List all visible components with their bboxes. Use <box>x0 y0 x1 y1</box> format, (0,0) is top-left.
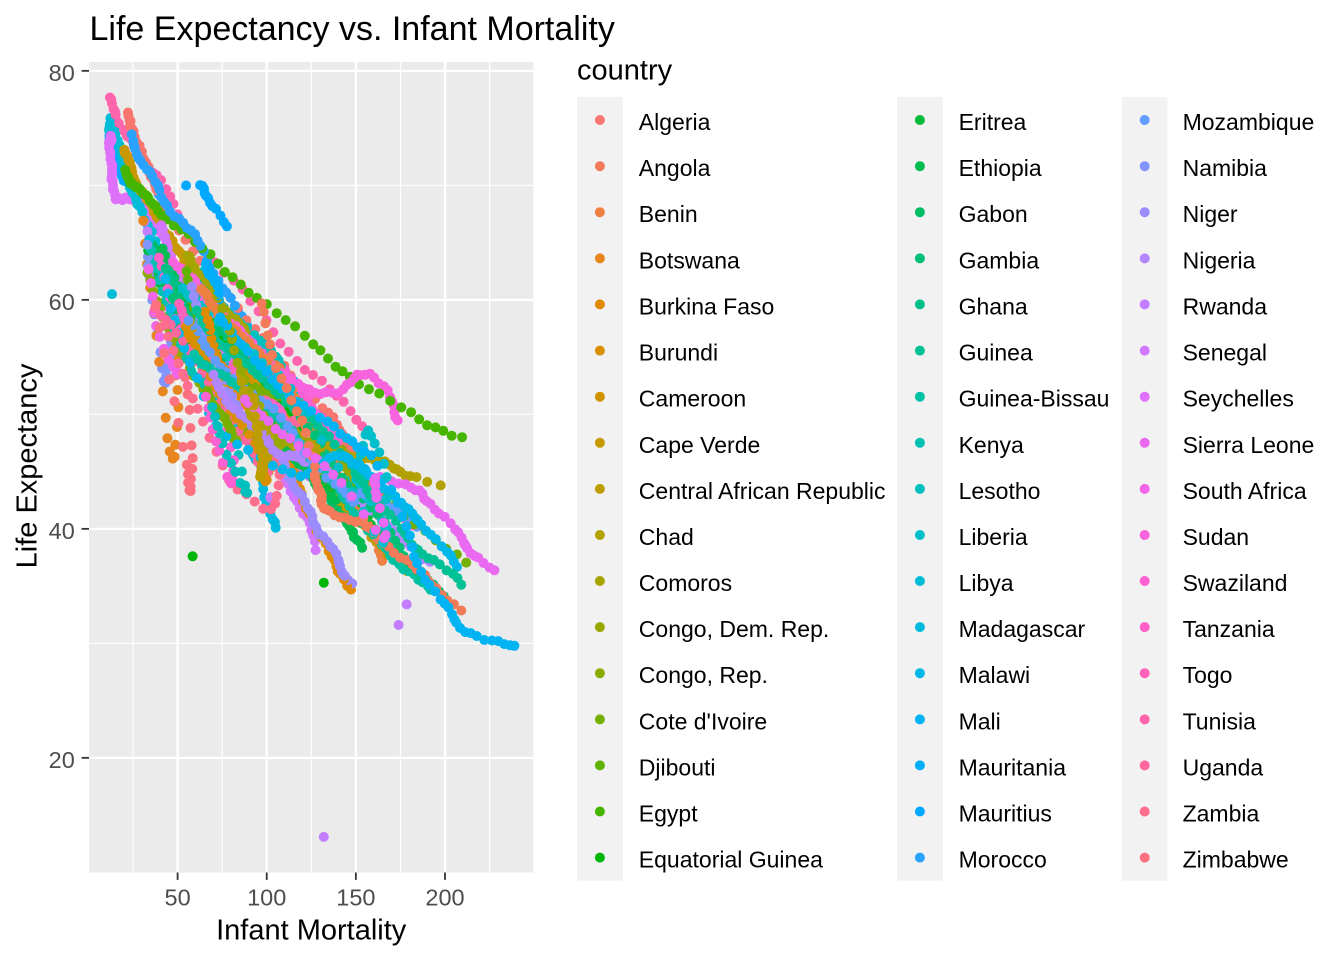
svg-text:Algeria: Algeria <box>639 109 711 135</box>
svg-text:Gambia: Gambia <box>959 247 1040 273</box>
svg-text:Mauritania: Mauritania <box>959 754 1067 780</box>
svg-text:Guinea: Guinea <box>959 340 1033 366</box>
svg-text:Life Expectancy: Life Expectancy <box>12 363 44 568</box>
svg-text:Nigeria: Nigeria <box>1183 247 1256 273</box>
svg-text:Madagascar: Madagascar <box>959 616 1086 642</box>
svg-text:Mauritius: Mauritius <box>959 801 1052 827</box>
svg-text:Burkina Faso: Burkina Faso <box>639 293 775 319</box>
svg-text:Kenya: Kenya <box>959 432 1024 458</box>
svg-text:Zambia: Zambia <box>1183 801 1260 827</box>
svg-text:Gabon: Gabon <box>959 201 1028 227</box>
svg-text:Botswana: Botswana <box>639 247 740 273</box>
svg-text:Senegal: Senegal <box>1183 340 1267 366</box>
svg-text:Ghana: Ghana <box>959 293 1028 319</box>
svg-text:Libya: Libya <box>959 570 1014 596</box>
svg-text:Sierra Leone: Sierra Leone <box>1183 432 1315 458</box>
svg-text:Egypt: Egypt <box>639 801 698 827</box>
svg-text:Sudan: Sudan <box>1183 524 1250 550</box>
svg-text:Comoros: Comoros <box>639 570 732 596</box>
svg-text:80: 80 <box>49 60 75 86</box>
svg-text:Tanzania: Tanzania <box>1183 616 1275 642</box>
svg-text:Burundi: Burundi <box>639 340 718 366</box>
svg-text:Angola: Angola <box>639 155 711 181</box>
svg-text:Cameroon: Cameroon <box>639 386 746 412</box>
svg-text:60: 60 <box>49 289 75 315</box>
svg-text:Congo, Dem. Rep.: Congo, Dem. Rep. <box>639 616 829 642</box>
svg-text:200: 200 <box>425 885 464 911</box>
svg-text:Equatorial Guinea: Equatorial Guinea <box>639 847 823 873</box>
svg-text:Congo, Rep.: Congo, Rep. <box>639 662 768 688</box>
svg-text:150: 150 <box>336 885 375 911</box>
svg-text:Cape Verde: Cape Verde <box>639 432 760 458</box>
svg-text:Djibouti: Djibouti <box>639 754 716 780</box>
svg-text:Liberia: Liberia <box>959 524 1028 550</box>
svg-text:Swaziland: Swaziland <box>1183 570 1288 596</box>
svg-text:Life Expectancy vs. Infant Mor: Life Expectancy vs. Infant Mortality <box>90 10 615 48</box>
svg-text:Chad: Chad <box>639 524 694 550</box>
svg-text:40: 40 <box>49 518 75 544</box>
svg-text:Rwanda: Rwanda <box>1183 293 1268 319</box>
svg-text:Seychelles: Seychelles <box>1183 386 1294 412</box>
svg-text:Namibia: Namibia <box>1183 155 1268 181</box>
svg-text:Lesotho: Lesotho <box>959 478 1041 504</box>
svg-text:Uganda: Uganda <box>1183 754 1264 780</box>
svg-text:Zimbabwe: Zimbabwe <box>1183 847 1289 873</box>
svg-text:Mali: Mali <box>959 708 1001 734</box>
svg-text:Tunisia: Tunisia <box>1183 708 1256 734</box>
svg-text:Togo: Togo <box>1183 662 1233 688</box>
svg-text:Morocco: Morocco <box>959 847 1047 873</box>
svg-text:Eritrea: Eritrea <box>959 109 1027 135</box>
svg-text:country: country <box>577 55 673 87</box>
svg-text:Mozambique: Mozambique <box>1183 109 1315 135</box>
svg-text:Central African Republic: Central African Republic <box>639 478 886 504</box>
svg-text:Cote d'Ivoire: Cote d'Ivoire <box>639 708 767 734</box>
svg-text:Infant Mortality: Infant Mortality <box>216 914 407 946</box>
svg-text:South Africa: South Africa <box>1183 478 1307 504</box>
svg-text:Ethiopia: Ethiopia <box>959 155 1042 181</box>
svg-text:Niger: Niger <box>1183 201 1238 227</box>
svg-text:20: 20 <box>49 747 75 773</box>
svg-text:100: 100 <box>247 885 286 911</box>
svg-text:Malawi: Malawi <box>959 662 1031 688</box>
svg-text:Benin: Benin <box>639 201 698 227</box>
svg-text:Guinea-Bissau: Guinea-Bissau <box>959 386 1110 412</box>
svg-text:50: 50 <box>165 885 191 911</box>
